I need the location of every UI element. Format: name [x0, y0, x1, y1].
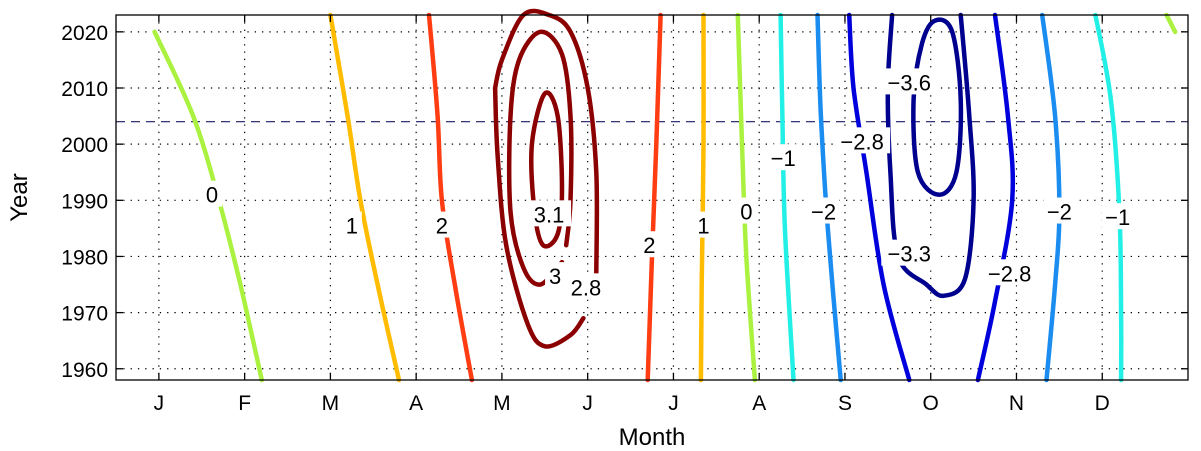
- x-tick-label: M: [322, 392, 340, 415]
- x-tick-label: J: [668, 392, 679, 415]
- contour-label: −2.8: [988, 261, 1031, 286]
- contour-label: 0: [740, 200, 752, 225]
- contour-line: [911, 17, 964, 197]
- contour-label: 1: [346, 214, 358, 239]
- y-tick-label: 2000: [61, 134, 108, 157]
- x-tick-label: D: [1095, 392, 1110, 415]
- contour-label: 0: [206, 183, 218, 208]
- contour-label-bg: [881, 68, 938, 95]
- contour-label-bg: [834, 127, 891, 154]
- contour-line: [529, 90, 565, 249]
- contour-label-bg: [545, 262, 566, 289]
- contour-label-bg: [639, 231, 660, 258]
- x-tick-label: O: [923, 392, 939, 415]
- contour-label: −3.3: [888, 242, 931, 267]
- contour-label: −1: [1105, 205, 1130, 230]
- contour-label: 2: [643, 233, 655, 258]
- contour-label: −2: [811, 200, 836, 225]
- axes-frame: [115, 14, 1189, 381]
- contour-label: 3.1: [534, 202, 565, 227]
- contour-label-bg: [1101, 203, 1134, 230]
- y-tick-label: 2020: [61, 22, 108, 45]
- contour-lines: [152, 8, 1178, 383]
- contour-label-bg: [563, 273, 608, 300]
- y-tick-label: 1970: [61, 303, 108, 326]
- y-tick-label: 2010: [61, 78, 108, 101]
- y-tick-label: 1990: [61, 190, 108, 213]
- contour-line: [846, 12, 912, 383]
- contour-label: −2: [1047, 200, 1072, 225]
- contour-label-bg: [341, 211, 362, 238]
- contour-line: [1039, 12, 1062, 383]
- contour-label-bg: [981, 259, 1038, 286]
- x-tick-label: S: [838, 392, 852, 415]
- contour-line: [778, 12, 796, 383]
- contour-label-bg: [202, 180, 223, 207]
- contour-label-bg: [693, 211, 714, 238]
- x-tick-label: F: [238, 392, 251, 415]
- contour-label-bg: [767, 144, 800, 171]
- contour-label-bg: [527, 200, 572, 227]
- contour-label: −3.6: [888, 70, 931, 95]
- contour-label-bg: [881, 239, 938, 266]
- contour-label-bg: [736, 197, 757, 224]
- contour-line: [1093, 12, 1124, 383]
- contour-label: −1: [771, 146, 796, 171]
- x-tick-label: N: [1009, 392, 1024, 415]
- contour-line: [506, 29, 574, 287]
- contour-label: −2.8: [840, 129, 883, 154]
- x-tick-label: A: [409, 392, 423, 415]
- contour-label-bg: [431, 211, 452, 238]
- contour-line: [975, 12, 1016, 383]
- contour-label: 3: [549, 264, 561, 289]
- x-tick-label: J: [154, 392, 165, 415]
- contour-line: [1164, 12, 1178, 35]
- contour-line: [645, 12, 663, 383]
- contour-line: [492, 85, 586, 349]
- x-tick-label: A: [752, 392, 766, 415]
- contour-line: [328, 12, 402, 383]
- contour-label: 2.8: [571, 275, 602, 300]
- y-tick-label: 1980: [61, 246, 108, 269]
- contour-line: [698, 12, 706, 383]
- grid: [116, 15, 1188, 380]
- x-tick-label: M: [493, 392, 511, 415]
- contour-label: 2: [436, 214, 448, 239]
- contour-label: 1: [697, 214, 709, 239]
- y-tick-label: 1960: [61, 359, 108, 382]
- y-axis-label: Year: [6, 173, 33, 222]
- contour-line: [815, 12, 843, 383]
- contour-labels: 0 1 2 2.8 3 3.1 2 1 0 −1 −2 −2.8 −3.3 −3.6 −2.8 −2 −1: [202, 68, 1134, 300]
- x-axis-label: Month: [619, 424, 686, 451]
- contour-label-bg: [1043, 197, 1076, 224]
- contour-line: [735, 12, 758, 383]
- contour-line: [426, 12, 475, 383]
- x-tick-label: J: [582, 392, 593, 415]
- contour-line: [492, 8, 600, 276]
- contour-label-bg: [807, 197, 840, 224]
